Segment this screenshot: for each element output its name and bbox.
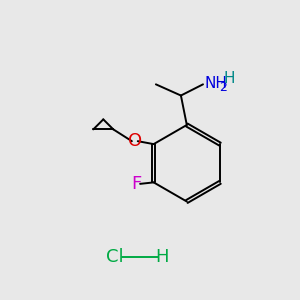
Text: F: F bbox=[131, 175, 142, 193]
Text: H: H bbox=[155, 248, 169, 266]
Text: H: H bbox=[223, 71, 235, 86]
Text: Cl: Cl bbox=[106, 248, 124, 266]
Text: NH: NH bbox=[205, 76, 228, 91]
Text: O: O bbox=[128, 132, 142, 150]
Text: 2: 2 bbox=[219, 81, 227, 94]
